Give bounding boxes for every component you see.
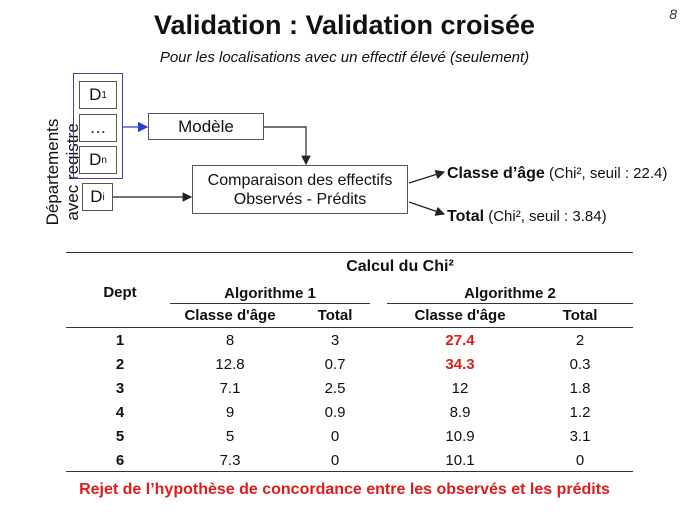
output-total-label: Total xyxy=(447,208,485,225)
algo1-rule xyxy=(170,303,370,304)
header-bottom-rule xyxy=(66,327,633,328)
dots-text: … xyxy=(89,118,107,137)
conclusion-text: Rejet de l’hypothèse de concordance entr… xyxy=(79,481,610,498)
a1-classe-cell: 9 xyxy=(225,404,235,421)
a2-total-cell: 3.1 xyxy=(569,428,591,445)
diagram-connectors xyxy=(113,121,446,216)
dn-subscript: n xyxy=(101,154,107,166)
table-caption: Calcul du Chi² xyxy=(346,258,454,275)
a1-classe-cell: 8 xyxy=(225,332,235,349)
a2-classe-cell: 27.4 xyxy=(445,332,475,349)
a2-total-cell: 1.2 xyxy=(569,404,591,421)
a1-classe-cell: 5 xyxy=(225,428,235,445)
a1-classe-cell: 12.8 xyxy=(215,356,245,373)
a2-total-cell: 1.8 xyxy=(569,380,591,397)
table-bottom-rule xyxy=(66,471,633,472)
a1-total-cell: 0.7 xyxy=(324,356,346,373)
comparaison-line1: Comparaison des effectifs xyxy=(207,171,393,189)
a2-classe-cell: 12 xyxy=(451,380,469,397)
a1-total-cell: 0 xyxy=(330,428,340,445)
a2-total-cell: 0 xyxy=(575,452,585,469)
modele-to-comparaison-arrow xyxy=(264,126,311,166)
a1-total-cell: 2.5 xyxy=(324,380,346,397)
subheader-a1-classe: Classe d'âge xyxy=(184,307,276,324)
a2-total-cell: 0.3 xyxy=(569,356,591,373)
dept-cell: 3 xyxy=(115,380,125,397)
modele-box: Modèle xyxy=(148,113,264,140)
a1-classe-cell: 7.3 xyxy=(219,452,241,469)
dept-cell: 4 xyxy=(115,404,125,421)
slide-title: Validation : Validation croisée xyxy=(153,10,536,40)
output-classe-age: Classe d’âge (Chi², seuil : 22.4) xyxy=(447,165,667,183)
subheader-a2-total: Total xyxy=(562,307,598,324)
a2-total-cell: 2 xyxy=(575,332,585,349)
output-total-detail: (Chi², seuil : 3.84) xyxy=(484,208,607,225)
slide-subtitle: Pour les localisations avec un effectif … xyxy=(159,49,530,66)
a2-classe-cell: 10.1 xyxy=(445,452,475,469)
a1-classe-cell: 7.1 xyxy=(219,380,241,397)
comparaison-box: Comparaison des effectifs Observés - Pré… xyxy=(192,165,408,214)
di-letter: D xyxy=(90,187,103,206)
d1-letter: D xyxy=(89,85,102,104)
output-classe-age-detail: (Chi², seuil : 22.4) xyxy=(544,165,668,182)
a1-total-cell: 0.9 xyxy=(324,404,346,421)
algo2-header: Algorithme 2 xyxy=(464,285,556,302)
subheader-a1-total: Total xyxy=(317,307,353,324)
dept-header: Dept xyxy=(103,284,137,301)
table-top-rule xyxy=(66,252,633,253)
a2-classe-cell: 34.3 xyxy=(445,356,475,373)
a2-classe-cell: 10.9 xyxy=(445,428,475,445)
algo1-header: Algorithme 1 xyxy=(224,285,316,302)
dn-letter: D xyxy=(89,150,102,169)
dept-cell: 5 xyxy=(115,428,125,445)
subheader-a2-classe: Classe d'âge xyxy=(414,307,506,324)
page-number: 8 xyxy=(669,6,677,22)
dots-box: … xyxy=(79,114,117,142)
a2-classe-cell: 8.9 xyxy=(449,404,471,421)
d1-subscript: 1 xyxy=(101,89,107,101)
algo2-rule xyxy=(387,303,633,304)
output-total: Total (Chi², seuil : 3.84) xyxy=(447,208,607,226)
a1-total-cell: 0 xyxy=(330,452,340,469)
comparaison-line2: Observés - Prédits xyxy=(233,190,367,208)
dept-cell: 1 xyxy=(115,332,125,349)
comparaison-to-classe-arrow xyxy=(408,169,446,184)
a1-total-cell: 3 xyxy=(330,332,340,349)
output-classe-age-label: Classe d’âge xyxy=(447,165,545,182)
dept-cell: 6 xyxy=(115,452,125,469)
comparaison-to-total-arrow xyxy=(408,201,446,216)
dept-cell: 2 xyxy=(115,356,125,373)
di-subscript: i xyxy=(102,191,105,203)
registry-group xyxy=(73,73,123,179)
